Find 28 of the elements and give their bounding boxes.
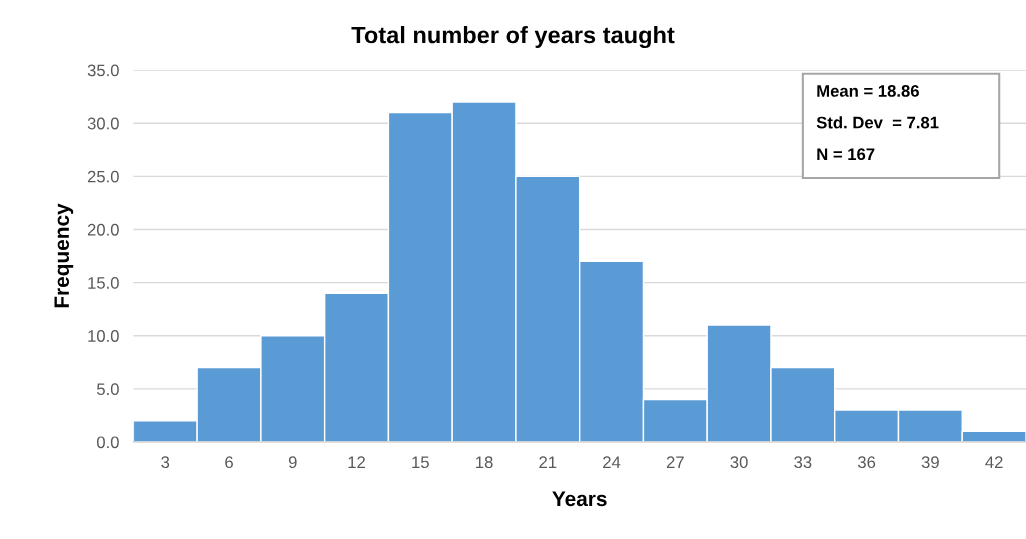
y-tick-label: 25.0 [87, 170, 119, 183]
x-tick-label: 33 [794, 456, 812, 469]
x-tick-label: 24 [603, 456, 621, 468]
x-tick-label: 12 [348, 456, 365, 468]
annotation: Std. Dev = 7.81 [816, 116, 939, 129]
x-tick-label: 42 [985, 456, 1003, 468]
y-tick-label: 5.0 [96, 383, 119, 396]
annotation: N = 167 [817, 148, 875, 161]
y-tick-label: 10.0 [88, 330, 119, 342]
x-tick-label: 27 [666, 456, 684, 468]
x-tick-label: 3 [161, 456, 170, 469]
y-tick-label: 30.0 [87, 117, 119, 130]
x-tick-label: 15 [412, 456, 429, 469]
y-tick-label: 0.0 [96, 436, 119, 449]
y-tick-label: 20.0 [87, 223, 119, 236]
x-tick-label: 6 [225, 456, 233, 469]
x-tick-label: 36 [857, 456, 876, 469]
annotation: Mean = 18.86 [817, 85, 919, 97]
x-tick-label: 9 [288, 456, 297, 469]
x-tick-label: 39 [921, 456, 939, 469]
y-tick-label: 35.0 [87, 64, 119, 77]
x-tick-label: 30 [730, 456, 748, 469]
x-tick-label: 21 [539, 456, 557, 468]
chart-title: Total number of years taught [351, 26, 675, 49]
x-tick-label: 18 [476, 456, 493, 469]
x-axis-title: Years [552, 491, 607, 507]
y-tick-label: 15.0 [88, 276, 119, 289]
y-axis-title: Frequency [54, 203, 74, 308]
